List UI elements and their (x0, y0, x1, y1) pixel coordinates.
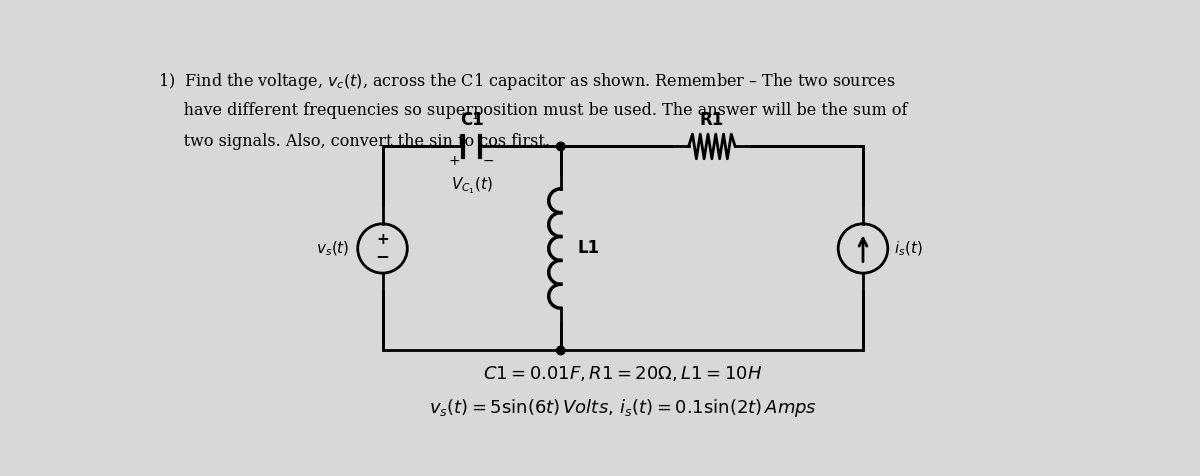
Text: have different frequencies so superposition must be used. The answer will be the: have different frequencies so superposit… (157, 102, 907, 119)
Text: $v_s(t) = 5\sin(6t)\,Volts,\, i_s(t) = 0.1\sin(2t)\,Amps$: $v_s(t) = 5\sin(6t)\,Volts,\, i_s(t) = 0… (428, 397, 817, 419)
Circle shape (557, 346, 565, 355)
Text: +: + (376, 232, 389, 247)
Text: −: − (482, 154, 494, 168)
Text: $C1 = 0.01F, R1 = 20\Omega, L1 = 10H$: $C1 = 0.01F, R1 = 20\Omega, L1 = 10H$ (484, 364, 762, 383)
Text: +: + (449, 154, 461, 168)
Text: $V_{C_1}(t)$: $V_{C_1}(t)$ (451, 176, 492, 196)
Text: two signals. Also, convert the sin to cos first.: two signals. Also, convert the sin to co… (157, 133, 550, 149)
Text: R1: R1 (700, 111, 724, 129)
Text: 1)  Find the voltage, $v_c(t)$, across the C1 capacitor as shown. Remember – The: 1) Find the voltage, $v_c(t)$, across th… (157, 71, 895, 92)
Text: $i_s(t)$: $i_s(t)$ (894, 239, 923, 258)
Text: C1: C1 (460, 111, 484, 129)
Text: −: − (376, 247, 390, 265)
Text: $v_s(t)$: $v_s(t)$ (317, 239, 350, 258)
Circle shape (557, 142, 565, 151)
Text: L1: L1 (578, 239, 600, 258)
